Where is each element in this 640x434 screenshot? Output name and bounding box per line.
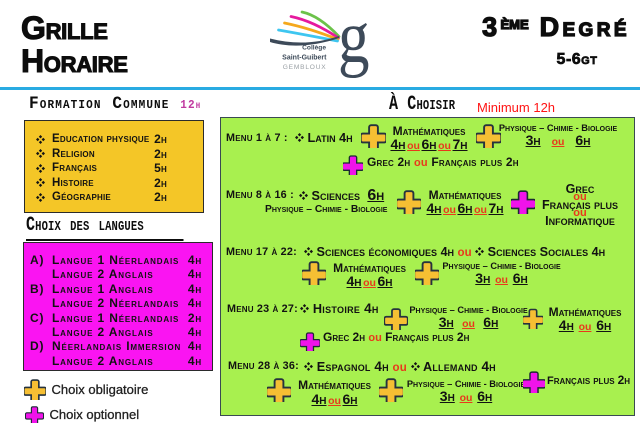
- svg-text:Collège: Collège: [302, 45, 326, 52]
- svg-text:Saint-Guibert: Saint-Guibert: [282, 55, 327, 62]
- svg-text:g: g: [338, 6, 369, 78]
- svg-text:GEMBLOUX: GEMBLOUX: [283, 64, 327, 71]
